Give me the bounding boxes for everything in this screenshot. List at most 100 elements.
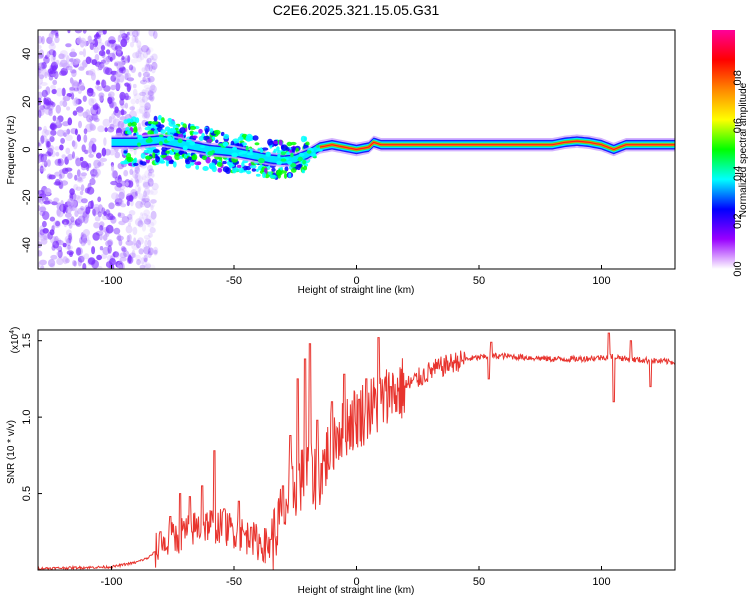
snr-scale-label: (x104)	[9, 327, 21, 354]
speckle-blob	[165, 160, 169, 167]
speckle-blob	[215, 139, 219, 144]
noise-blob	[92, 103, 100, 110]
noise-blob	[148, 91, 155, 96]
noise-blob	[71, 220, 77, 226]
noise-blob	[152, 246, 159, 256]
speckle-blob	[303, 165, 308, 171]
noise-blob	[62, 121, 70, 127]
speckle-blob	[222, 160, 227, 165]
speckle-blob	[123, 150, 128, 154]
noise-blob	[135, 36, 139, 44]
noise-blob	[67, 30, 71, 34]
noise-blob	[97, 265, 103, 269]
noise-blob	[70, 216, 75, 223]
hot-spot	[189, 141, 196, 146]
noise-blob	[82, 30, 87, 34]
speckle-blob	[278, 139, 283, 146]
noise-blob	[141, 89, 149, 94]
noise-blob	[98, 63, 106, 69]
noise-blob	[59, 62, 64, 68]
noise-blob	[79, 190, 84, 196]
speckle-blob	[147, 130, 155, 136]
hot-spot	[245, 145, 249, 151]
noise-blob	[127, 254, 132, 264]
noise-blob	[126, 31, 130, 36]
speckle-blob	[276, 169, 282, 174]
noise-blob	[40, 82, 48, 86]
noise-blob	[117, 174, 122, 184]
noise-blob	[47, 231, 53, 240]
noise-blob	[127, 180, 134, 188]
noise-blob	[66, 106, 71, 111]
noise-blob	[103, 85, 111, 92]
noise-blob	[145, 215, 152, 223]
noise-blob	[95, 230, 104, 236]
speckle-blob	[208, 162, 216, 169]
noise-blob	[107, 52, 116, 61]
hot-spot	[199, 145, 206, 149]
noise-blob	[140, 257, 145, 265]
noise-blob	[110, 180, 118, 186]
hot-spot	[276, 160, 283, 165]
colorbar: 0.0 0.2 0.4 0.6 0.8 Normalized spectral ampl…	[712, 30, 749, 277]
speckle-blob	[126, 119, 130, 124]
noise-blob	[129, 168, 134, 175]
noise-blob	[131, 243, 140, 251]
noise-blob	[63, 221, 67, 228]
noise-blob	[95, 31, 100, 38]
speckle-blob	[232, 138, 240, 144]
noise-blob	[38, 44, 42, 50]
noise-blob	[119, 188, 126, 197]
noise-blob	[118, 67, 124, 73]
noise-blob	[69, 251, 73, 257]
speckle-blob	[276, 146, 280, 152]
noise-blob	[138, 105, 146, 114]
noise-blob	[143, 254, 148, 263]
noise-blob	[61, 87, 66, 97]
noise-blob	[118, 264, 123, 269]
noise-blob	[106, 213, 114, 221]
noise-blob	[126, 195, 134, 202]
noise-blob	[55, 151, 60, 157]
hot-spot	[158, 134, 164, 137]
x-tick-label: -50	[226, 576, 242, 588]
noise-blob	[142, 76, 146, 83]
noise-blob	[115, 202, 122, 207]
noise-blob	[85, 56, 92, 65]
hot-spot	[258, 157, 265, 164]
noise-blob	[139, 264, 146, 269]
noise-blob	[45, 151, 52, 157]
spectrogram-panel: -100 -50 0 50 100 -40 -20 0 20 40 Height of stra…	[6, 29, 676, 296]
noise-blob	[115, 193, 119, 202]
noise-blob	[143, 111, 151, 119]
noise-blob	[134, 184, 142, 192]
noise-blob	[38, 111, 41, 117]
noise-blob	[121, 55, 125, 60]
noise-blob	[112, 251, 120, 258]
noise-blob	[72, 110, 78, 116]
speckle-blob	[123, 119, 129, 124]
hot-spot	[158, 141, 163, 146]
speckle-blob	[280, 166, 283, 171]
noise-blob	[146, 57, 152, 64]
speckle-blob	[161, 146, 168, 152]
hot-spot	[280, 151, 286, 156]
noise-blob	[79, 51, 84, 56]
noise-blob	[41, 128, 49, 138]
noise-blob	[38, 167, 46, 172]
noise-blob	[87, 239, 91, 246]
noise-blob	[67, 198, 74, 207]
noise-blob	[47, 199, 53, 205]
noise-blob	[145, 63, 151, 72]
noise-blob	[127, 222, 132, 227]
speckle-blob	[241, 161, 245, 167]
noise-blob	[126, 200, 130, 207]
y-tick-label: -20	[21, 189, 33, 205]
noise-blob	[69, 188, 75, 196]
noise-blob	[119, 98, 125, 106]
noise-blob	[59, 100, 64, 107]
noise-blob	[148, 232, 153, 238]
noise-blob	[83, 253, 90, 260]
noise-blob	[38, 97, 42, 102]
noise-blob	[74, 156, 79, 161]
